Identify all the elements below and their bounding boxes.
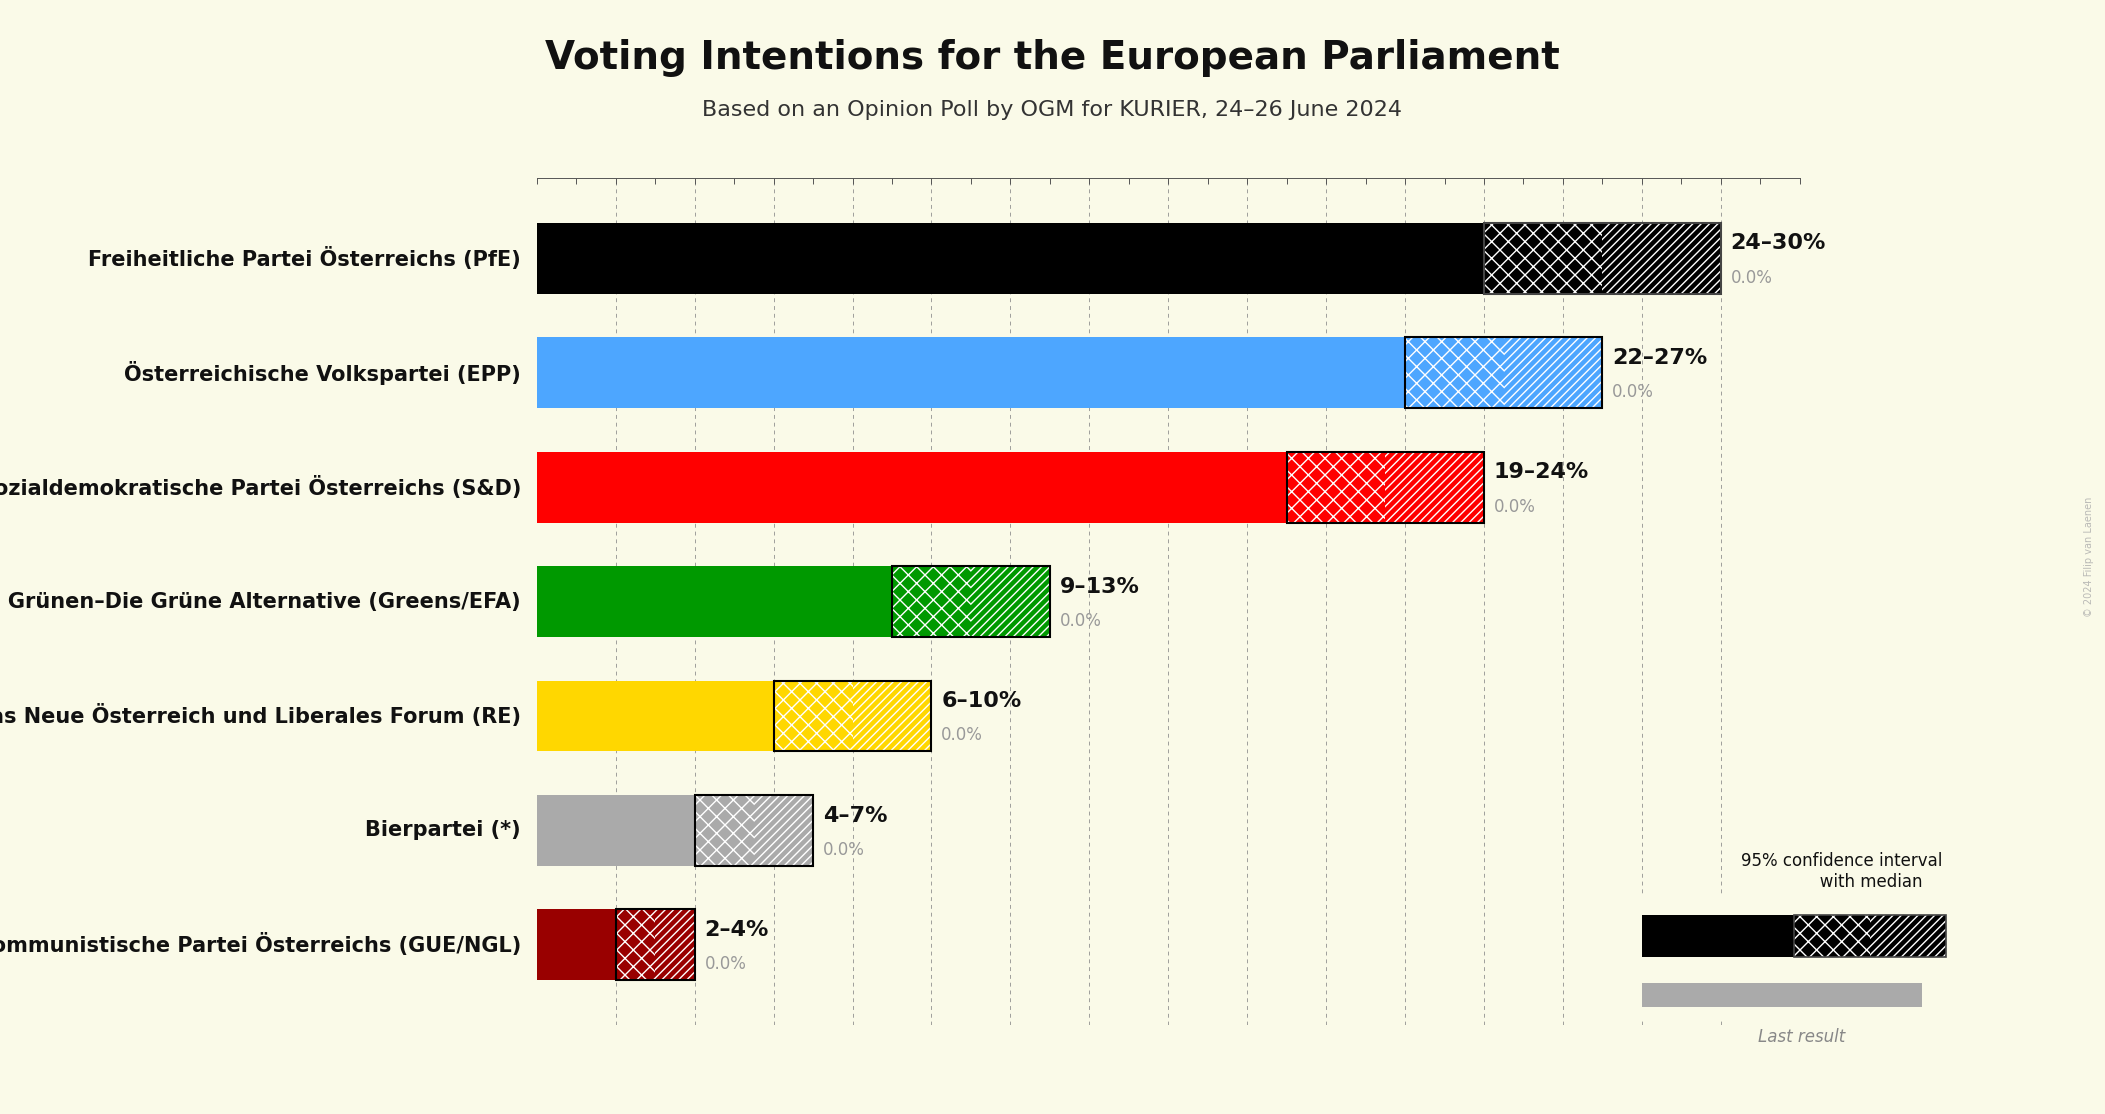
Text: 9–13%: 9–13% <box>1059 577 1139 597</box>
Text: Freiheitliche Partei Österreichs (PfE): Freiheitliche Partei Österreichs (PfE) <box>88 247 520 270</box>
Text: © 2024 Filip van Laenen: © 2024 Filip van Laenen <box>2084 497 2094 617</box>
Text: Die Grünen–Die Grüne Alternative (Greens/EFA): Die Grünen–Die Grüne Alternative (Greens… <box>0 592 520 612</box>
Bar <box>775 681 853 752</box>
Bar <box>537 909 615 980</box>
Text: NEOS–Das Neue Österreich und Liberales Forum (RE): NEOS–Das Neue Österreich und Liberales F… <box>0 704 520 727</box>
Text: 0.0%: 0.0% <box>1612 383 1655 401</box>
Text: 19–24%: 19–24% <box>1495 462 1589 482</box>
Bar <box>893 566 970 637</box>
Text: 0.0%: 0.0% <box>1059 612 1101 631</box>
Text: 95% confidence interval
           with median: 95% confidence interval with median <box>1741 852 1943 891</box>
Bar <box>1642 983 1922 1007</box>
Text: 0.0%: 0.0% <box>1730 268 1772 286</box>
Bar <box>1602 223 1722 294</box>
Bar <box>1793 915 1945 957</box>
Bar <box>537 681 775 752</box>
Text: 0.0%: 0.0% <box>941 726 983 744</box>
Bar <box>1793 915 1869 957</box>
Bar <box>1286 451 1484 522</box>
Bar <box>1484 223 1602 294</box>
Text: 0.0%: 0.0% <box>705 955 747 974</box>
Text: Last result: Last result <box>1758 1028 1846 1046</box>
Text: Kommunistische Partei Österreichs (GUE/NGL): Kommunistische Partei Österreichs (GUE/N… <box>0 934 520 956</box>
Text: Based on an Opinion Poll by OGM for KURIER, 24–26 June 2024: Based on an Opinion Poll by OGM for KURI… <box>703 100 1402 120</box>
Bar <box>537 338 1406 408</box>
Bar <box>893 566 1050 637</box>
Bar <box>754 795 813 866</box>
Text: 22–27%: 22–27% <box>1612 348 1707 368</box>
Bar <box>1385 451 1484 522</box>
Text: 0.0%: 0.0% <box>1495 498 1537 516</box>
Bar <box>537 795 695 866</box>
Bar <box>695 795 754 866</box>
Bar <box>537 451 1286 522</box>
Text: 6–10%: 6–10% <box>941 691 1021 711</box>
Text: 2–4%: 2–4% <box>705 920 768 940</box>
Bar <box>537 223 1484 294</box>
Bar <box>537 566 893 637</box>
Bar <box>615 909 695 980</box>
Text: Österreichische Volkspartei (EPP): Österreichische Volkspartei (EPP) <box>124 361 520 384</box>
Bar <box>1286 451 1385 522</box>
Text: Bierpartei (*): Bierpartei (*) <box>366 820 520 840</box>
Bar <box>1503 338 1602 408</box>
Bar <box>1406 338 1503 408</box>
Bar <box>655 909 695 980</box>
Text: 0.0%: 0.0% <box>823 841 865 859</box>
Bar <box>695 795 813 866</box>
Bar <box>1484 223 1722 294</box>
Bar <box>1642 915 1793 957</box>
Bar <box>1406 338 1602 408</box>
Bar <box>1869 915 1945 957</box>
Text: Sozialdemokratische Partei Österreichs (S&D): Sozialdemokratische Partei Österreichs (… <box>0 476 520 499</box>
Bar <box>775 681 930 752</box>
Bar <box>853 681 930 752</box>
Bar <box>615 909 655 980</box>
Text: 4–7%: 4–7% <box>823 805 888 825</box>
Bar <box>970 566 1050 637</box>
Text: Voting Intentions for the European Parliament: Voting Intentions for the European Parli… <box>545 39 1560 77</box>
Text: 24–30%: 24–30% <box>1730 234 1825 254</box>
